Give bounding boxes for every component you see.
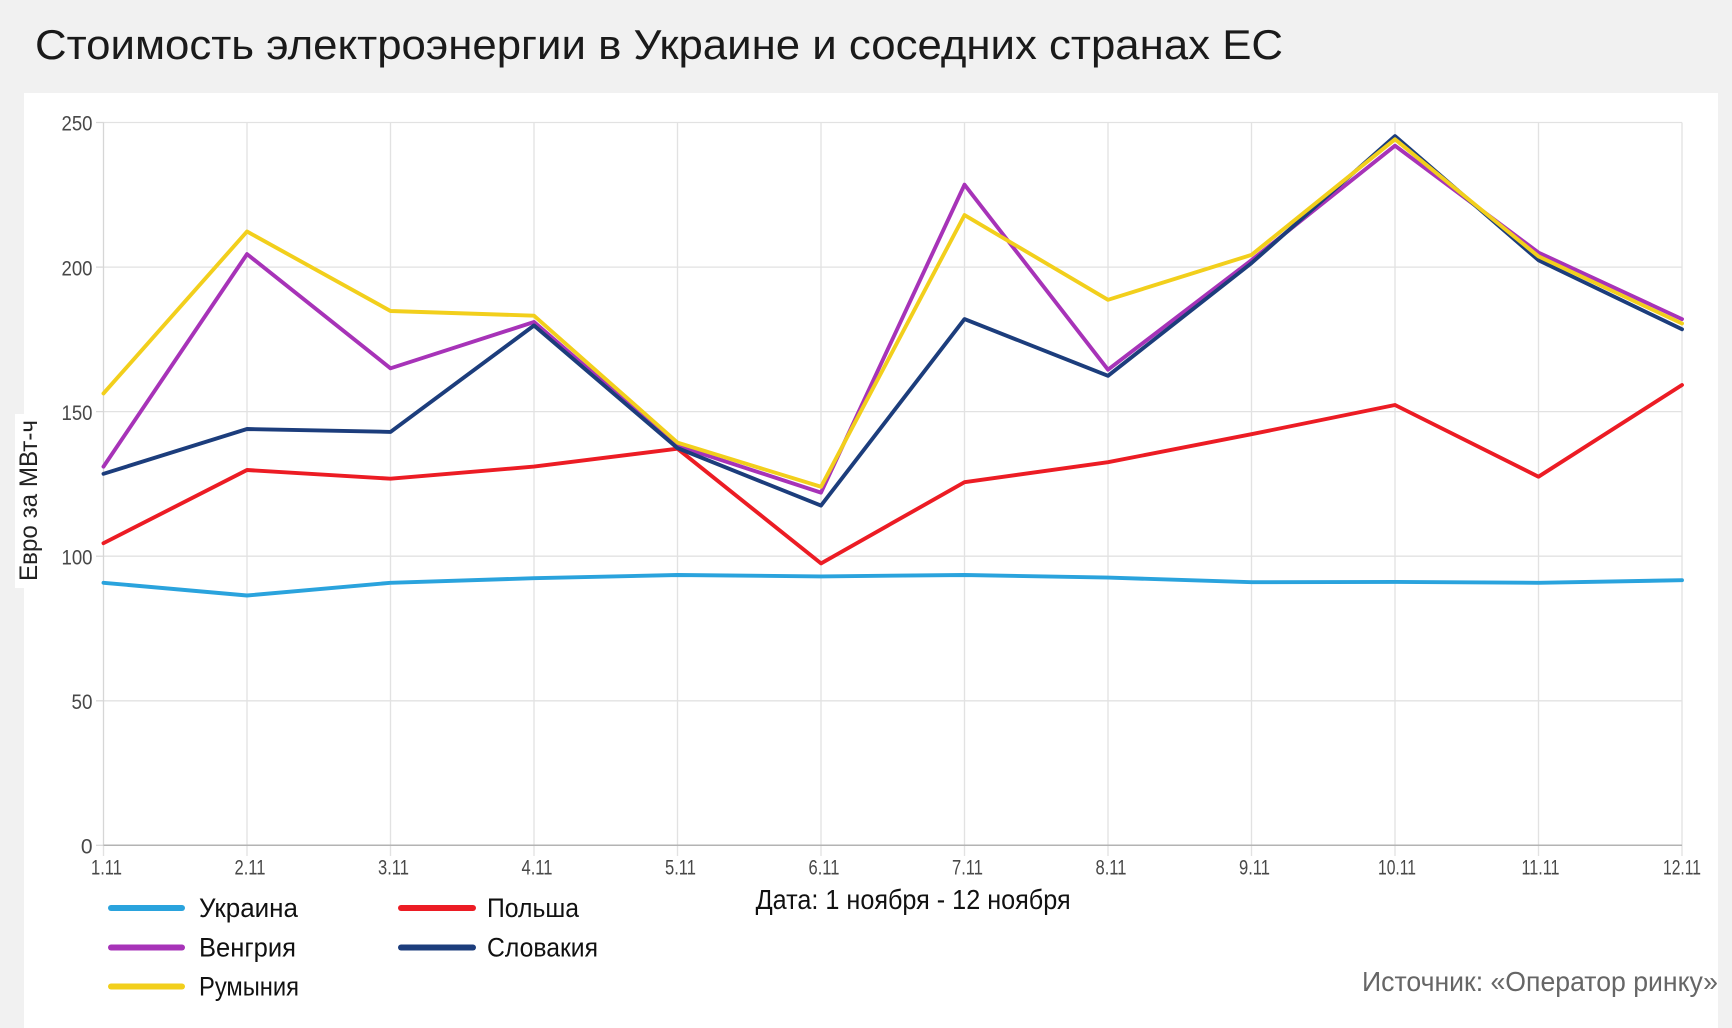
- svg-text:3.11: 3.11: [378, 857, 409, 880]
- svg-text:Евро за МВт-ч: Евро за МВт-ч: [15, 420, 43, 581]
- svg-text:10.11: 10.11: [1378, 857, 1416, 880]
- svg-text:Украина: Украина: [199, 893, 299, 923]
- svg-text:150: 150: [62, 402, 93, 425]
- svg-text:250: 250: [62, 113, 93, 136]
- svg-text:5.11: 5.11: [665, 857, 696, 880]
- svg-text:Венгрия: Венгрия: [199, 933, 296, 963]
- svg-text:1.11: 1.11: [91, 857, 122, 880]
- svg-text:Стоимость электроэнергии в Укр: Стоимость электроэнергии в Украине и сос…: [35, 21, 1283, 68]
- svg-text:Польша: Польша: [487, 893, 580, 923]
- svg-text:6.11: 6.11: [809, 857, 840, 880]
- svg-text:12.11: 12.11: [1663, 857, 1701, 880]
- svg-text:200: 200: [62, 257, 93, 280]
- svg-text:2.11: 2.11: [235, 857, 266, 880]
- svg-text:8.11: 8.11: [1096, 857, 1127, 880]
- svg-text:9.11: 9.11: [1239, 857, 1270, 880]
- svg-text:Источник: «Оператор ринку»: Источник: «Оператор ринку»: [1362, 966, 1718, 997]
- svg-text:50: 50: [72, 691, 93, 714]
- svg-text:4.11: 4.11: [522, 857, 553, 880]
- svg-text:11.11: 11.11: [1522, 857, 1560, 880]
- svg-text:7.11: 7.11: [952, 857, 983, 880]
- svg-text:100: 100: [62, 546, 93, 569]
- svg-text:Румыния: Румыния: [199, 972, 299, 1002]
- svg-text:Дата: 1 ноября - 12 ноября: Дата: 1 ноября - 12 ноября: [756, 884, 1071, 915]
- svg-text:0: 0: [81, 836, 93, 859]
- svg-text:Словакия: Словакия: [487, 933, 598, 963]
